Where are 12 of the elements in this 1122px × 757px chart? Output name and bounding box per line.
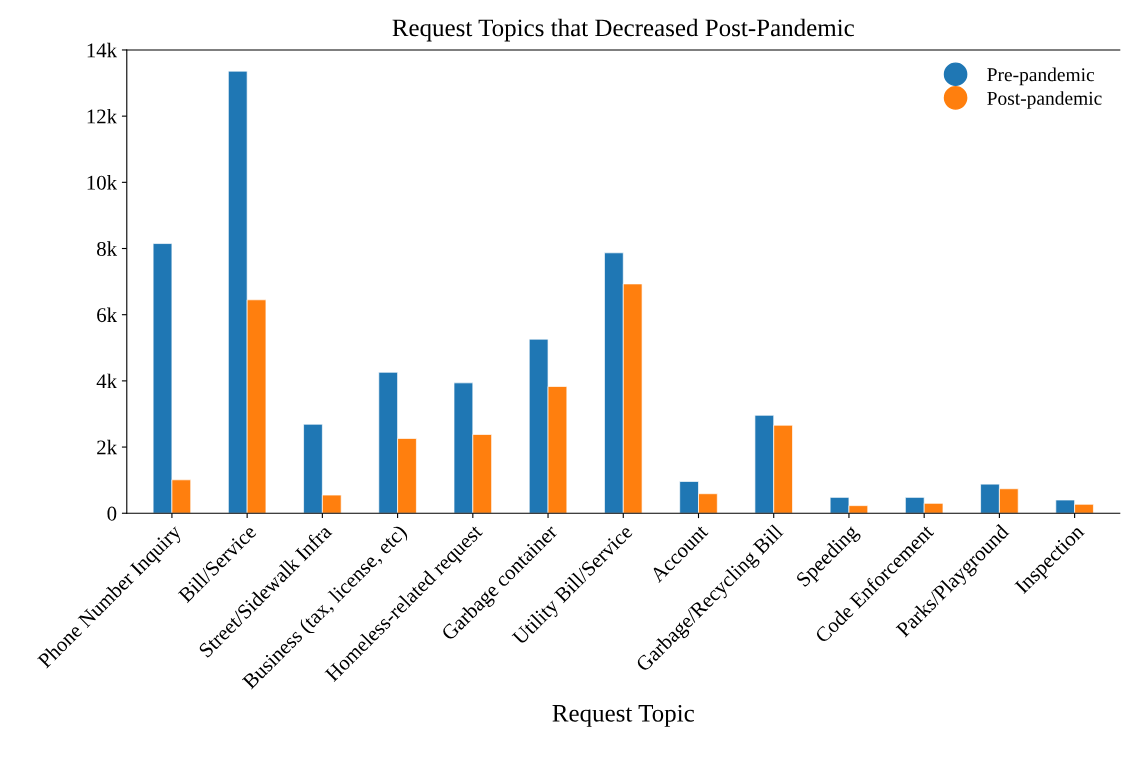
chart-title: Request Topics that Decreased Post-Pandemic (392, 18, 854, 42)
legend-label: Post-pandemic (987, 91, 1102, 109)
y-tick-label: 6k (97, 307, 118, 323)
legend-label: Pre-pandemic (987, 67, 1095, 86)
y-tick-label: 4k (96, 373, 118, 389)
y-tick-label: 14k (87, 42, 118, 58)
y-tick-label: 12k (87, 108, 118, 124)
x-axis-title: Request Topic (552, 704, 694, 727)
y-tick-label: 10k (87, 175, 118, 190)
y-tick-label: 0 (107, 506, 117, 521)
y-tick-label: 2k (97, 439, 118, 455)
y-tick-label: 8k (97, 241, 118, 256)
